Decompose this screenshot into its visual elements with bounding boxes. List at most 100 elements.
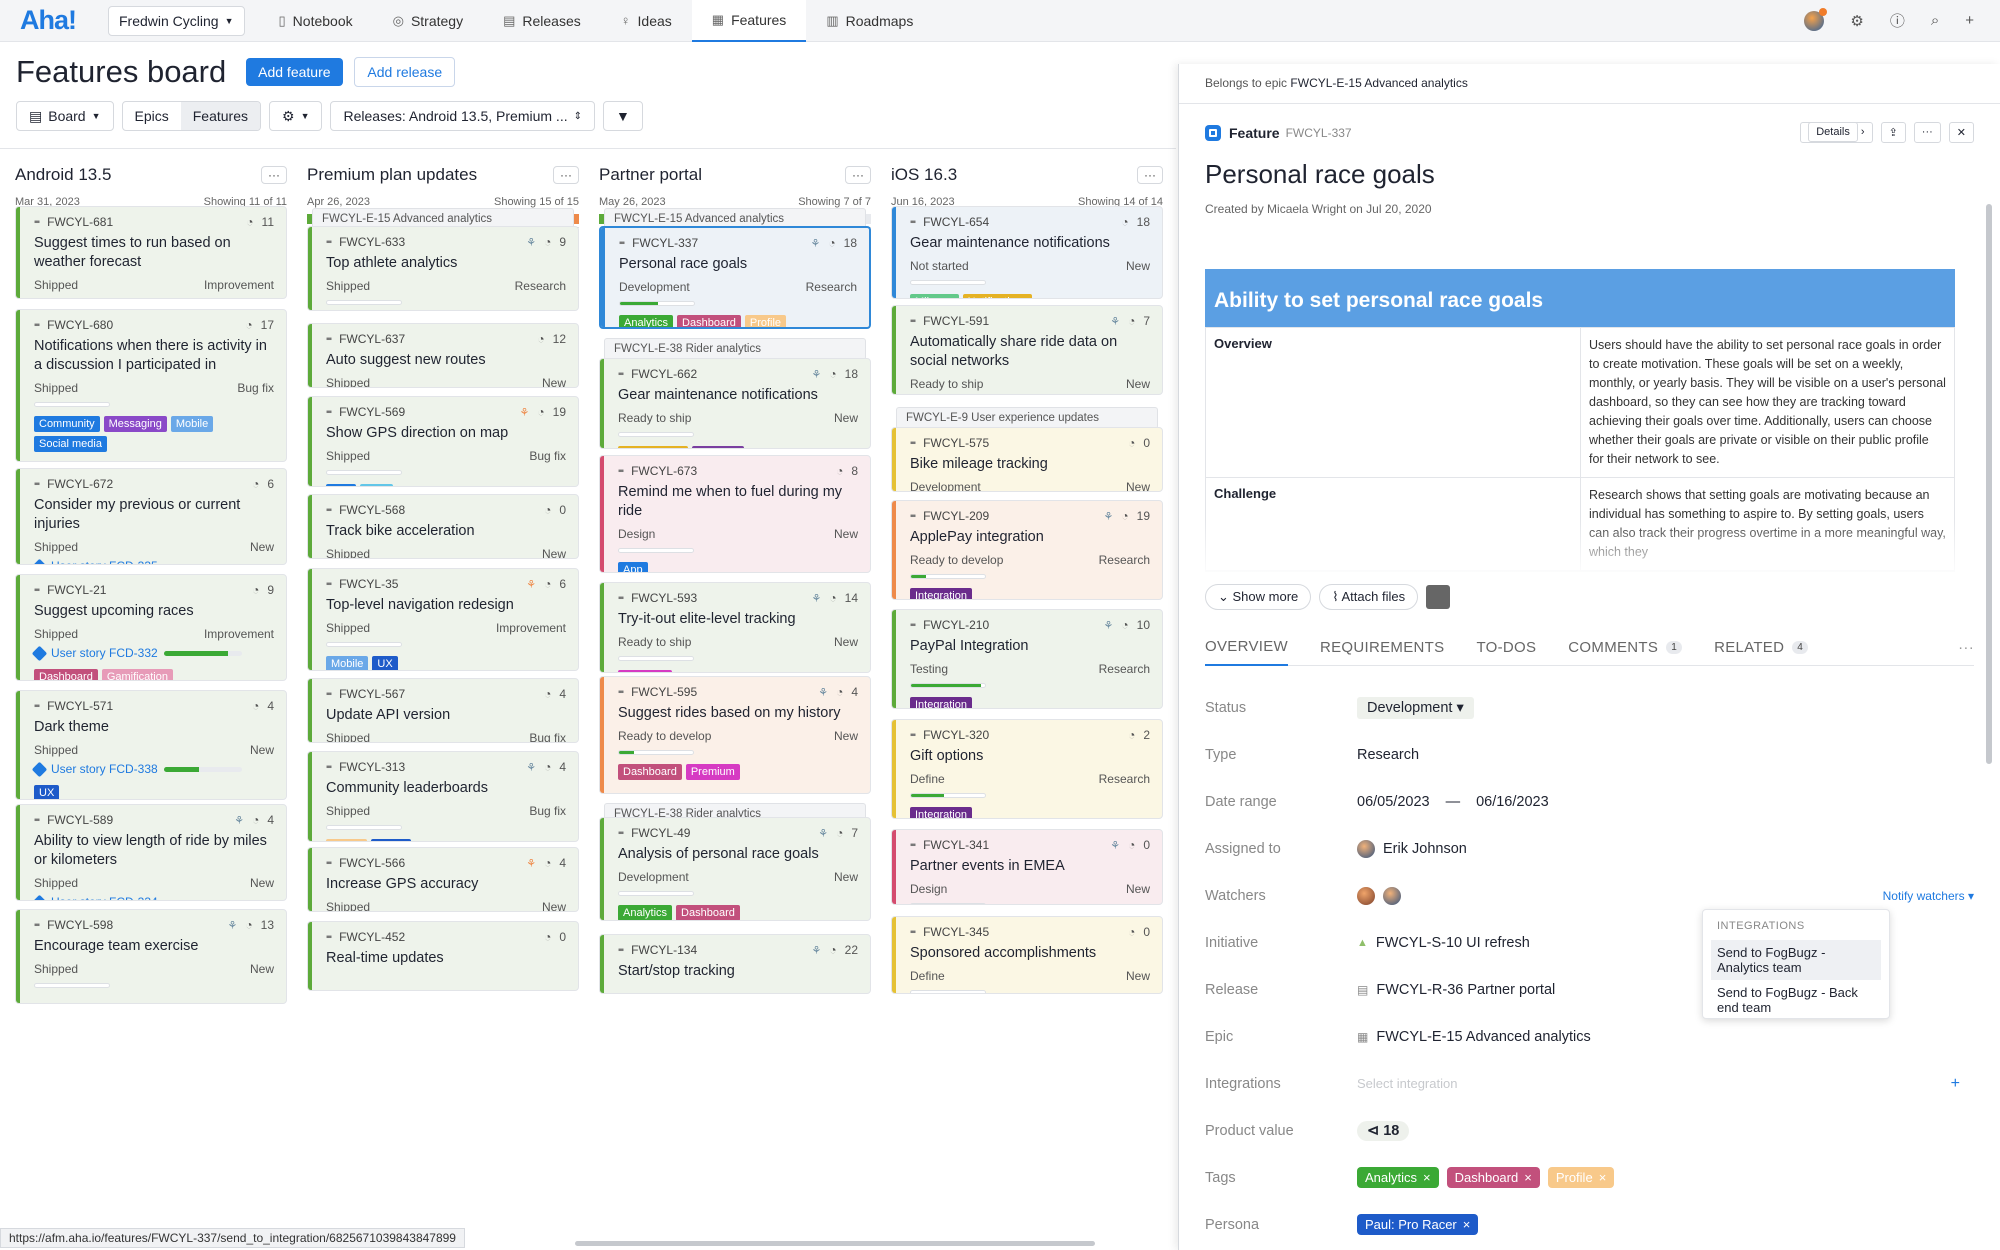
feature-card[interactable]: ▪▪ FWCYL-341 ⚘ ◔ 0 Partner events in EMEA Des… [891,829,1163,905]
column-more-icon[interactable]: ··· [1137,166,1163,184]
add-release-button[interactable]: Add release [354,57,456,87]
remove-icon[interactable]: × [1598,1170,1607,1185]
drag-handle-icon[interactable]: ▪▪ [910,619,916,631]
feature-card[interactable]: ▪▪ FWCYL-35 ⚘ ◔ 6 Top-level navigation redes… [307,568,579,671]
drag-handle-icon[interactable]: ▪▪ [34,700,40,712]
feature-card[interactable]: ▪▪ FWCYL-598 ⚘ ◔ 13 Encourage team exercise S… [15,909,287,1004]
product-value-badge[interactable]: ⊲ 18 [1357,1120,1410,1141]
tag-chip[interactable]: Profile × [1547,1167,1615,1188]
tab-requirements[interactable]: REQUIREMENTS [1320,630,1444,666]
drag-handle-icon[interactable]: ▪▪ [910,315,916,327]
search-icon[interactable]: ⌕ [1930,12,1940,29]
column-more-icon[interactable]: ··· [553,166,579,184]
workspace-selector[interactable]: Fredwin Cycling ▼ [108,5,245,36]
drag-handle-icon[interactable]: ▪▪ [326,504,332,516]
board-settings-button[interactable]: ⚙ ▼ [269,101,323,131]
date-from[interactable]: 06/05/2023 [1357,793,1430,810]
tab-features[interactable]: ▦ Features [691,0,807,42]
drag-handle-icon[interactable]: ▪▪ [34,319,40,331]
drag-handle-icon[interactable]: ▪▪ [326,333,332,345]
tabs-more-icon[interactable]: ··· [1958,639,1974,656]
feature-card[interactable]: ▪▪ FWCYL-662 ⚘ ◔ 18 Gear maintenance notific… [599,358,871,449]
drag-handle-icon[interactable]: ▪▪ [34,584,40,596]
column-more-icon[interactable]: ··· [261,166,287,184]
feature-card[interactable]: ▪▪ FWCYL-593 ⚘ ◔ 14 Try-it-out elite-level t… [599,582,871,673]
show-more-button[interactable]: ⌄ Show more [1205,584,1312,610]
drag-handle-icon[interactable]: ▪▪ [910,729,916,741]
drag-handle-icon[interactable]: ▪▪ [34,814,40,826]
more-icon[interactable]: ··· [1913,122,1941,143]
tag-chip[interactable]: Dashboard × [1446,1167,1540,1188]
user-story-link[interactable]: User story FCD-334 [31,894,274,900]
feature-card[interactable]: ▪▪ FWCYL-633 ⚘ ◔ 9 Top athlete analytics Ship… [307,226,579,311]
drag-handle-icon[interactable]: ▪▪ [326,578,332,590]
drag-handle-icon[interactable]: ▪▪ [910,926,916,938]
belongs-epic-link[interactable]: FWCYL-E-15 Advanced analytics [1290,76,1468,90]
add-integration-icon[interactable]: + [1950,1074,1960,1092]
view-selector[interactable]: ▤ Board ▼ [16,101,114,131]
vertical-scrollbar[interactable] [1986,204,1992,764]
drag-handle-icon[interactable]: ▪▪ [618,686,624,698]
filter-button[interactable]: ▼ [602,101,643,131]
date-to[interactable]: 06/16/2023 [1476,793,1549,810]
drag-handle-icon[interactable]: ▪▪ [618,944,624,956]
watcher-avatar[interactable] [1383,886,1401,905]
feature-card[interactable]: ▪▪ FWCYL-337 ⚘ ◔ 18 Personal race goals Devel… [599,226,871,329]
add-icon[interactable]: + [1965,12,1974,29]
assignee-name[interactable]: Erik Johnson [1383,840,1467,857]
drag-handle-icon[interactable]: ▪▪ [326,688,332,700]
feature-card[interactable]: ▪▪ FWCYL-21 ◔ 9 Suggest upcoming races Shipp… [15,574,287,681]
feature-card[interactable]: ▪▪ FWCYL-567 ◔ 4 Update API version Shipped B… [307,678,579,743]
feature-description[interactable]: Ability to set personal race goals Overv… [1205,269,1955,579]
feature-card[interactable]: ▪▪ FWCYL-568 ◔ 0 Track bike acceleration Shi… [307,494,579,559]
feature-card[interactable]: ▪▪ FWCYL-654 ◔ 18 Gear maintenance notifica… [891,206,1163,299]
close-icon[interactable]: ✕ [1948,122,1974,143]
column-title[interactable]: iOS 16.3 [891,165,958,184]
release-value[interactable]: FWCYL-R-36 Partner portal [1376,981,1556,998]
feature-card[interactable]: ▪▪ FWCYL-589 ⚘ ◔ 4 Ability to view length of… [15,804,287,901]
drag-handle-icon[interactable]: ▪▪ [910,510,916,522]
feature-card[interactable]: ▪▪ FWCYL-637 ◔ 12 Auto suggest new routes Sh… [307,323,579,388]
column-title[interactable]: Partner portal [599,165,702,184]
remove-icon[interactable]: × [1524,1170,1532,1185]
drag-handle-icon[interactable]: ▪▪ [910,437,916,449]
share-icon[interactable]: ⇪ [1880,122,1906,143]
feature-card[interactable]: ▪▪ FWCYL-566 ⚘ ◔ 4 Increase GPS accuracy Ship… [307,847,579,912]
drag-handle-icon[interactable]: ▪▪ [910,216,916,228]
epic-group-header[interactable]: FWCYL-E-9 User experience updates [896,407,1158,429]
drag-handle-icon[interactable]: ▪▪ [619,237,625,249]
feature-card[interactable]: ▪▪ FWCYL-673 ◔ 8 Remind me when to fuel dur… [599,455,871,573]
drag-handle-icon[interactable]: ▪▪ [910,839,916,851]
remove-icon[interactable]: × [1462,1217,1471,1232]
feature-card[interactable]: ▪▪ FWCYL-209 ⚘ ◔ 19 ApplePay integration Read… [891,500,1163,600]
user-avatar[interactable] [1804,7,1828,31]
remove-icon[interactable]: × [1423,1170,1431,1185]
status-dropdown[interactable]: Development ▾ [1357,696,1474,719]
details-button[interactable]: Details › [1800,122,1873,143]
feature-card[interactable]: ▪▪ FWCYL-210 ⚘ ◔ 10 PayPal Integration Testin… [891,609,1163,709]
type-value[interactable]: Research [1357,746,1420,763]
feature-card[interactable]: ▪▪ FWCYL-571 ◔ 4 Dark theme Shipped New User s… [15,690,287,800]
drag-handle-icon[interactable]: ▪▪ [326,406,332,418]
persona-chip[interactable]: Paul: Pro Racer × [1357,1214,1479,1235]
column-title[interactable]: Android 13.5 [15,165,112,184]
drag-handle-icon[interactable]: ▪▪ [326,857,332,869]
drag-handle-icon[interactable]: ▪▪ [618,592,624,604]
user-story-link[interactable]: User story FCD-335 [31,558,274,564]
releases-filter[interactable]: Releases: Android 13.5, Premium ... ⇕ [330,101,595,131]
feature-card[interactable]: ▪▪ FWCYL-134 ⚘ ◔ 22 Start/stop tracking [599,934,871,994]
column-title[interactable]: Premium plan updates [307,165,478,184]
drag-handle-icon[interactable]: ▪▪ [34,216,40,228]
drag-handle-icon[interactable]: ▪▪ [618,368,624,380]
aha-logo[interactable]: Aha! [20,5,77,35]
tag-chip[interactable]: Analytics × [1357,1167,1439,1188]
drag-handle-icon[interactable]: ▪▪ [326,236,332,248]
epic-value[interactable]: FWCYL-E-15 Advanced analytics [1376,1028,1591,1045]
tab-strategy[interactable]: ◎ Strategy [373,0,483,42]
feature-card[interactable]: ▪▪ FWCYL-575 ◔ 0 Bike mileage tracking Devel… [891,427,1163,492]
user-story-link[interactable]: User story FCD-332 [31,645,274,661]
integration-select[interactable]: Select integration [1357,1076,1458,1091]
tab-ideas[interactable]: ♀ Ideas [601,0,692,42]
drag-handle-icon[interactable]: ▪▪ [326,761,332,773]
tab-related[interactable]: RELATED 4 [1714,630,1809,666]
